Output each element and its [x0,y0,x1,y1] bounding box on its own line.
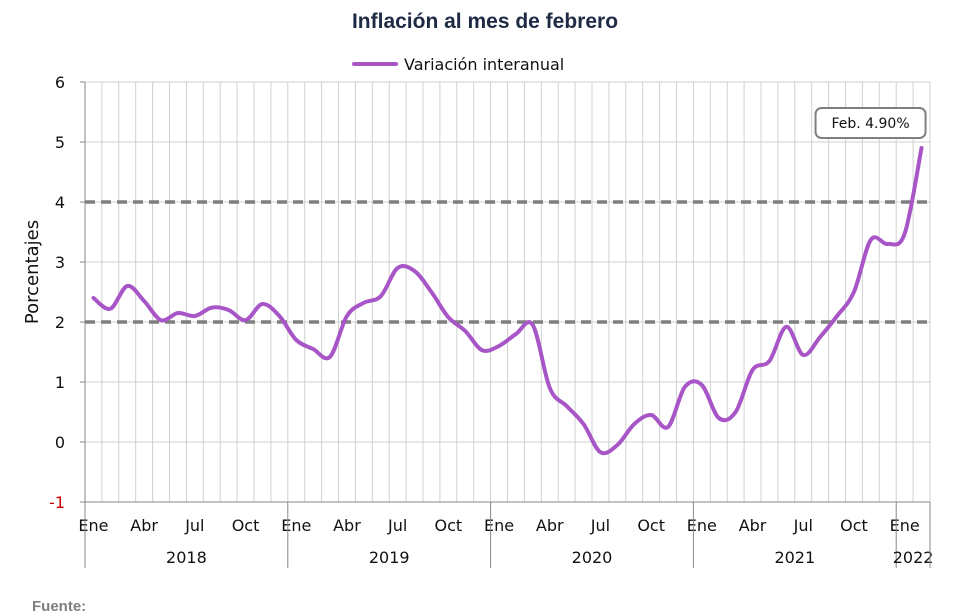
x-tick-label: Abr [333,516,361,535]
x-tick-label: Oct [840,516,868,535]
year-label: 2019 [369,548,410,567]
y-tick-label: 0 [55,433,65,452]
year-label: 2021 [774,548,815,567]
x-tick-label: Abr [536,516,564,535]
annotation-label: Feb. 4.90% [831,116,909,132]
y-axis-label: Porcentajes [22,220,43,324]
x-tick-label: Jul [793,516,813,535]
x-tick-label: Oct [435,516,463,535]
x-tick-label: Abr [739,516,767,535]
x-tick-label: Oct [637,516,665,535]
x-tick-label: Jul [387,516,407,535]
year-label: 2022 [893,548,934,567]
chart-title: Inflación al mes de febrero [351,10,619,33]
x-tick-label: Jul [184,516,204,535]
legend: Variación interanual [352,52,564,76]
y-tick-label: 5 [55,133,65,152]
series-line [91,146,924,456]
x-tick-label: Ene [687,516,717,535]
x-tick-label: Ene [890,516,920,535]
legend-label: Variación interanual [404,54,565,74]
y-tick-label: 4 [55,193,65,212]
source-label: Fuente: [32,598,87,615]
year-label: 2018 [166,548,207,567]
y-tick-label: 1 [55,373,65,392]
x-tick-label: Oct [232,516,260,535]
year-label: 2020 [572,548,613,567]
legend-swatch [352,62,398,66]
x-tick-label: Ene [78,516,108,535]
y-tick-label: 6 [55,73,65,92]
y-tick-label: -1 [49,493,65,512]
y-tick-label: 2 [55,313,65,332]
x-tick-label: Ene [281,516,311,535]
x-tick-label: Abr [130,516,158,535]
x-tick-label: Jul [590,516,610,535]
y-tick-label: 3 [55,253,65,272]
x-tick-label: Ene [484,516,514,535]
annotation-box [814,107,927,139]
